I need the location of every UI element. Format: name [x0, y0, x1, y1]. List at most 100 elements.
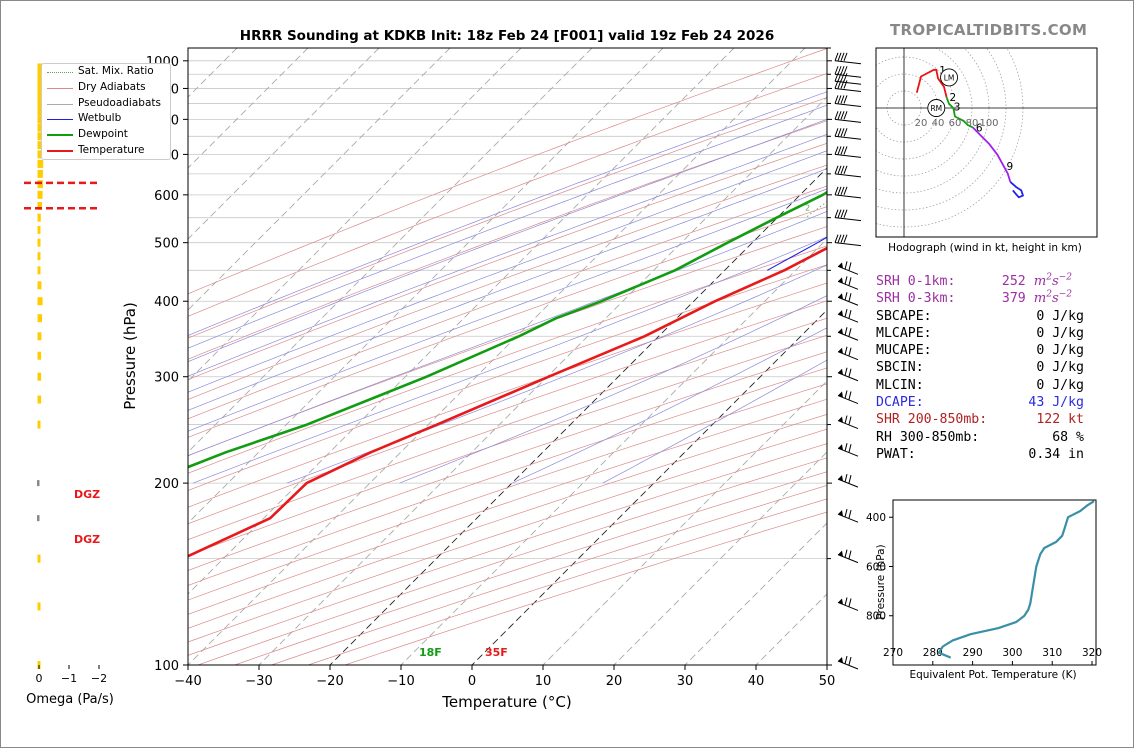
- omega-bar: [37, 190, 43, 199]
- mixing-ratio-label: 16: [1000, 204, 1010, 213]
- barb-flag: [844, 292, 848, 301]
- barb-flag: [844, 473, 848, 483]
- parameter-value: 122 kt: [1036, 412, 1084, 428]
- isotherm-line: [400, 238, 827, 665]
- chart-title: HRRR Sounding at KDKB Init: 18z Feb 24 […: [240, 28, 774, 44]
- parameter-label: SRH 0-3km:: [876, 291, 956, 307]
- barb-flag: [840, 165, 845, 175]
- barb-shaft: [834, 102, 862, 107]
- omega-bar: [37, 77, 44, 86]
- omega-bar: [37, 123, 45, 132]
- barb-shaft: [834, 173, 862, 178]
- storm-motion-label: RM: [930, 104, 942, 113]
- barb-flag: [848, 598, 852, 607]
- isotherm-line: [188, 48, 735, 595]
- barb-shaft: [834, 153, 862, 158]
- wind-barb: [837, 473, 859, 488]
- omega-bar: [37, 351, 42, 360]
- legend-item-wetbulb: Wetbulb: [42, 111, 170, 127]
- parameter-row: MLCAPE: 0 J/kg: [876, 325, 1084, 342]
- mixing-ratio-label: 13: [978, 204, 988, 213]
- barb-flag: [834, 111, 839, 120]
- wind-barb: [834, 111, 862, 123]
- barb-flag: [834, 234, 839, 243]
- x-tick-label: 20: [606, 674, 623, 689]
- barb-shaft: [834, 60, 862, 65]
- mixing-ratio-line: [1026, 48, 1134, 218]
- barb-flag: [843, 128, 848, 137]
- legend-label: Dry Adiabats: [78, 80, 146, 93]
- mixing-ratio-label: 24: [1043, 204, 1053, 213]
- dry-adiabat: [188, 317, 827, 541]
- barb-flag: [848, 368, 852, 377]
- parameter-row: MUCAPE: 0 J/kg: [876, 342, 1084, 359]
- legend-label: Pseudoadiabats: [78, 96, 161, 109]
- mixing-ratio-label: 36: [1088, 204, 1098, 213]
- omega-bar: [37, 180, 43, 189]
- isotherm-zero-line: [471, 309, 827, 665]
- parameter-label: MLCAPE:: [876, 325, 932, 341]
- wind-barb: [834, 146, 862, 158]
- mixing-ratio-label: 6: [904, 204, 909, 213]
- barb-pennant: [838, 328, 843, 335]
- omega-tick-label: −2: [91, 672, 107, 685]
- omega-bar: [37, 225, 41, 234]
- barb-pennant: [838, 598, 843, 605]
- omega-bar: [37, 70, 45, 79]
- x-tick-label: 40: [748, 674, 765, 689]
- mixing-ratio-line: [981, 48, 1134, 218]
- barb-shaft: [837, 265, 859, 275]
- isotherm-line: [188, 48, 522, 382]
- barb-pennant: [838, 368, 843, 375]
- legend-item-dewpoint: Dewpoint: [42, 127, 170, 143]
- omega-bar: [37, 202, 42, 211]
- barb-pennant: [838, 657, 843, 663]
- barb-flag: [843, 146, 848, 155]
- parameter-value: 0.34 in: [1028, 446, 1084, 462]
- barb-flag: [848, 444, 852, 453]
- moist-adiabat: [188, 104, 827, 349]
- dry-adiabat: [188, 367, 827, 586]
- wind-barb: [837, 292, 859, 306]
- omega-panel: 0 −1 −2: [24, 63, 107, 685]
- wind-barb: [837, 327, 859, 341]
- barb-flag: [844, 509, 848, 518]
- barb-shaft: [834, 217, 862, 222]
- isotherm-line: [188, 48, 451, 311]
- surface-temp-label: 35F: [485, 646, 508, 659]
- barb-flag: [848, 474, 852, 484]
- barb-flag: [834, 186, 839, 196]
- omega-tick-label: −1: [61, 672, 77, 685]
- omega-bar-gray: [37, 480, 40, 487]
- parameter-row: PWAT: 0.34 in: [876, 446, 1084, 463]
- barb-shaft: [834, 135, 862, 140]
- barb-flag: [844, 346, 848, 355]
- dgz-label-lower: DGZ: [74, 533, 100, 546]
- skewt-xlabel: Temperature (°C): [441, 693, 571, 711]
- wind-barb: [837, 597, 859, 611]
- parameter-row: SRH 0-3km: 379 m2s−2: [876, 290, 1084, 307]
- moist-adiabat: [188, 211, 827, 457]
- barb-flag: [843, 209, 848, 218]
- barb-flag: [834, 95, 839, 104]
- barb-flag: [840, 186, 845, 196]
- wind-barb: [834, 209, 862, 222]
- wind-barb: [837, 390, 859, 405]
- barb-shaft: [834, 73, 862, 78]
- y-tick-label: 500: [154, 237, 179, 252]
- storm-motion-marker: [927, 99, 946, 117]
- wind-barb: [834, 52, 862, 65]
- parameter-label: SBCIN:: [876, 360, 924, 376]
- barb-flag: [844, 597, 848, 606]
- wind-barb: [837, 276, 859, 290]
- x-tick-label: −30: [245, 674, 272, 689]
- omega-bar: [37, 420, 41, 429]
- dry-adiabat: [188, 282, 827, 508]
- omega-bar-gray: [37, 515, 40, 522]
- barb-pennant: [838, 475, 843, 482]
- barb-flag: [843, 111, 848, 120]
- moist-adiabat: [193, 236, 827, 484]
- barb-shaft: [837, 420, 859, 430]
- parameter-value: 379 m2s−2: [1001, 289, 1072, 307]
